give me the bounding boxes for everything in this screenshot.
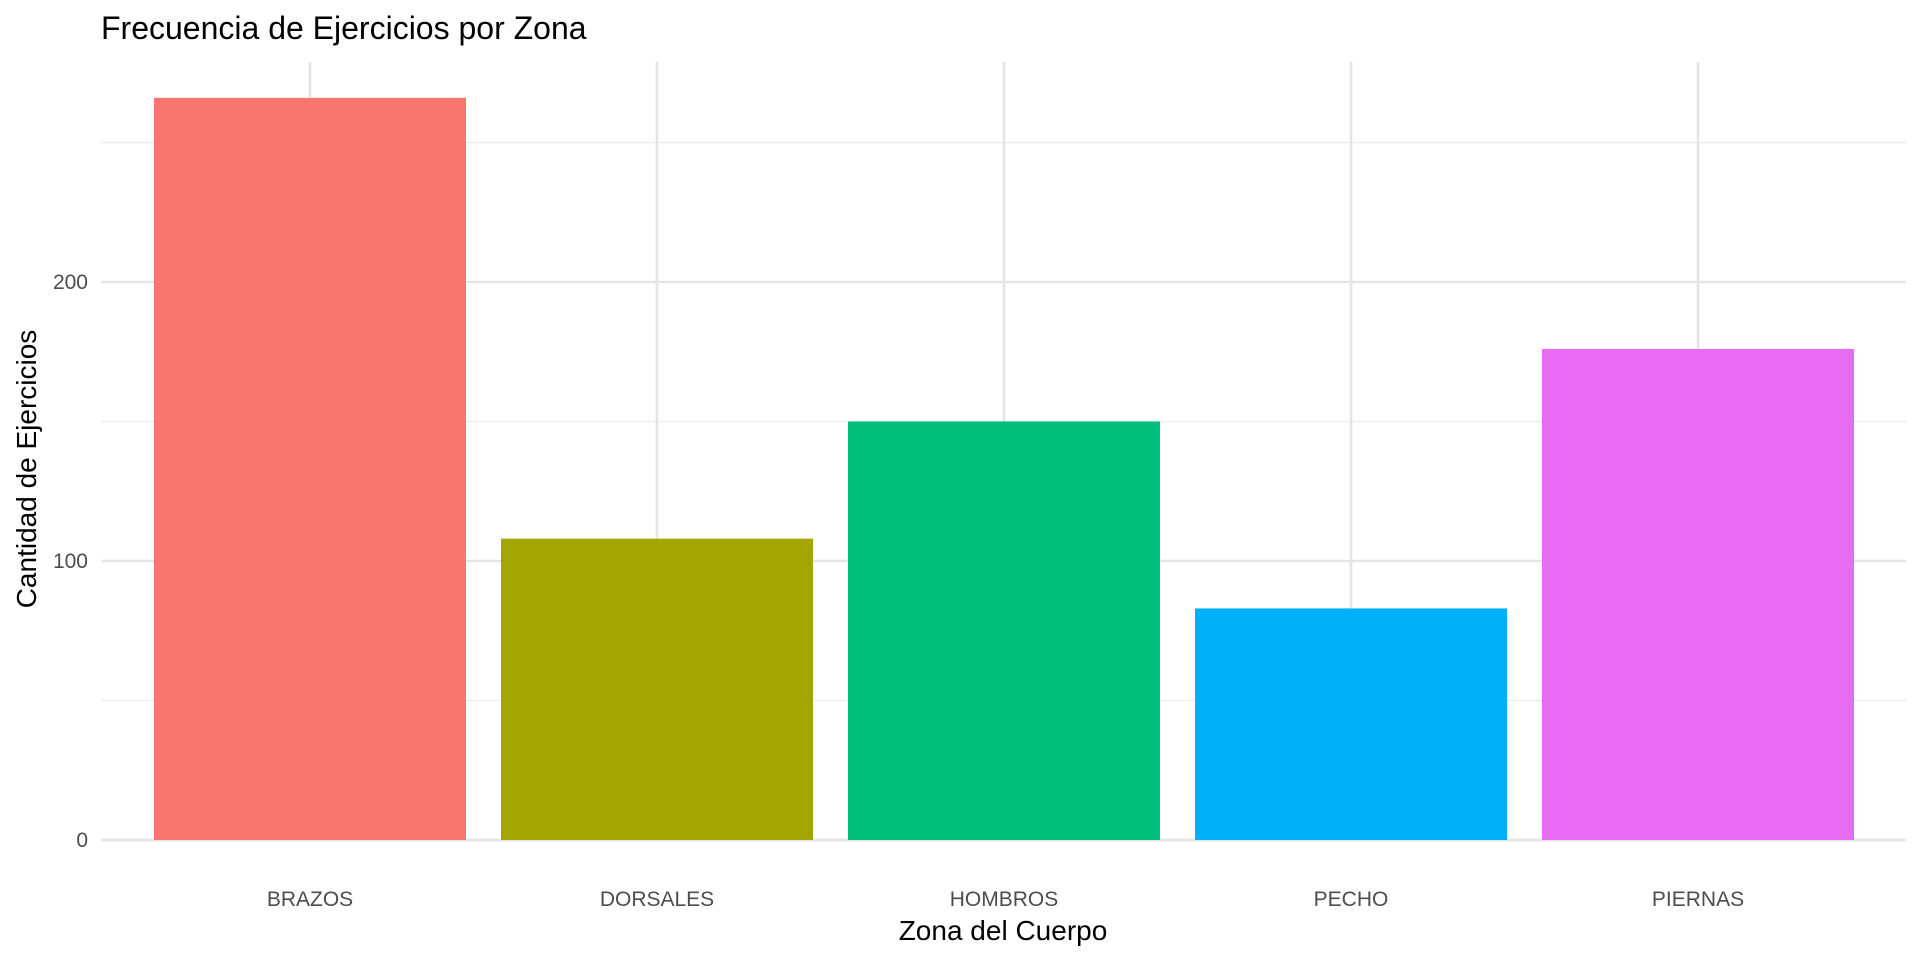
x-tick-label: BRAZOS [267,888,353,911]
bar-pecho [1195,608,1507,840]
y-axis-ticks: 0 100 200 [53,271,88,852]
chart-title: Frecuencia de Ejercicios por Zona [101,10,587,46]
bar-brazos [154,97,466,841]
bar-hombros [848,421,1160,840]
bars [154,97,1854,841]
y-tick-label: 200 [53,271,88,294]
x-tick-label: PECHO [1314,888,1389,911]
y-tick-label: 0 [76,829,88,852]
y-axis-title: Cantidad de Ejercicios [11,330,42,609]
x-axis-ticks: BRAZOS DORSALES HOMBROS PECHO PIERNAS [267,888,1744,911]
x-tick-label: HOMBROS [950,888,1059,911]
x-axis-title: Zona del Cuerpo [899,915,1108,946]
bar-piernas [1542,348,1854,840]
x-tick-label: PIERNAS [1652,888,1744,911]
bar-dorsales [501,538,813,840]
x-tick-label: DORSALES [600,888,714,911]
y-tick-label: 100 [53,550,88,573]
